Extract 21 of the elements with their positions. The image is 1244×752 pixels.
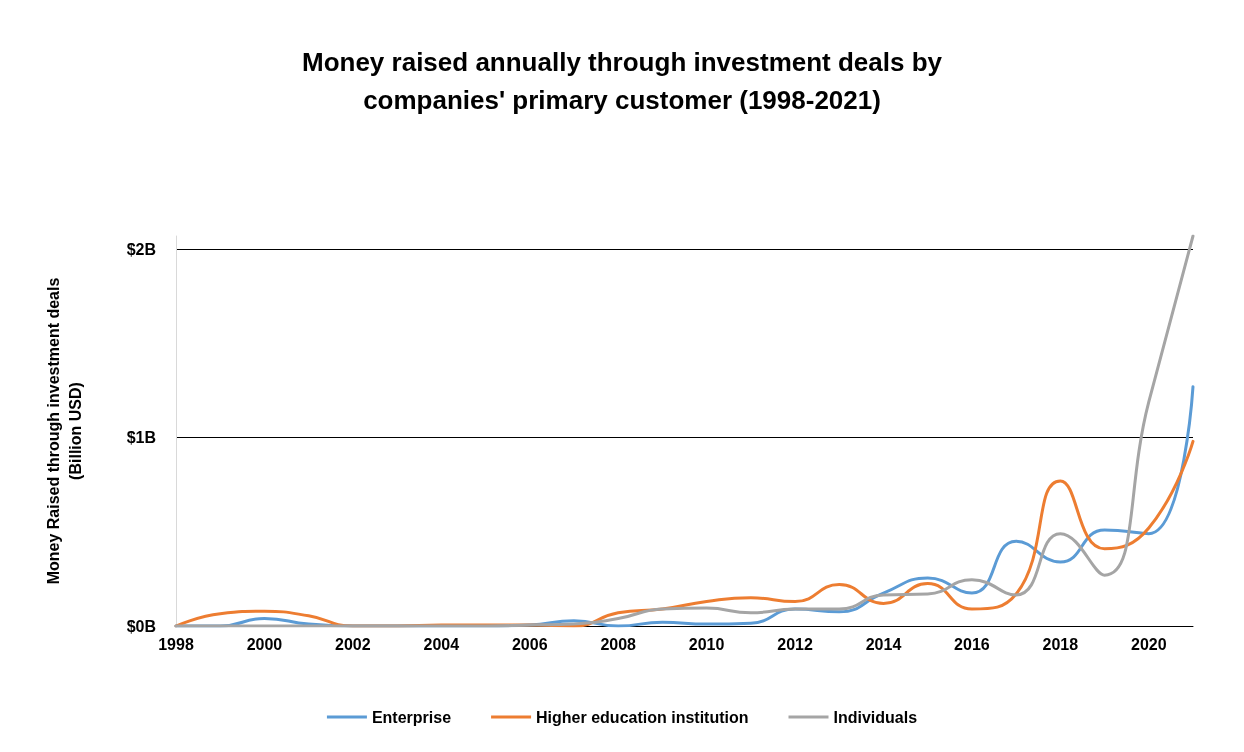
legend-label: Higher education institution: [536, 708, 749, 726]
legend-label: Individuals: [833, 708, 918, 726]
line-series: [174, 234, 1195, 628]
x-tick-label: 2014: [865, 635, 902, 653]
legend-label: Enterprise: [371, 708, 452, 726]
x-tick-label: 2018: [1042, 635, 1079, 653]
x-tick-label: 2002: [335, 635, 371, 653]
x-tick-label: 2016: [954, 635, 990, 653]
x-tick-label: 2010: [688, 635, 725, 653]
x-tick-label: 2012: [777, 635, 813, 653]
x-tick-label: 2004: [423, 635, 460, 653]
y-axis-title: Money Raised through investment deals (Billion USD): [44, 277, 84, 585]
y-tick-label: $2B: [126, 240, 156, 258]
y-tick-label: $1B: [126, 429, 156, 447]
x-tick-label: 2020: [1130, 635, 1167, 653]
chart-title: Money raised annually through investment deals by companies' primary customer (1998-2021): [301, 47, 943, 115]
x-tick-label: 2000: [246, 635, 283, 653]
y-tick-label: $0B: [126, 617, 156, 635]
x-tick-label: 2008: [600, 635, 637, 653]
x-tick-label: 1998: [158, 635, 194, 653]
x-tick-label: 2006: [511, 635, 548, 653]
